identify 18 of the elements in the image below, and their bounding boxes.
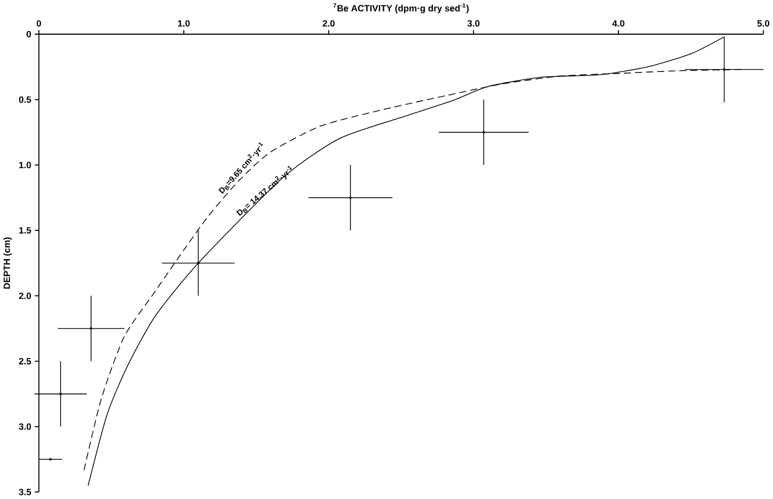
x-tick-label: 4.0: [612, 20, 624, 27]
x-tick-label: 3.0: [467, 20, 480, 27]
y-tick-label: 2.0: [19, 292, 31, 300]
y-tick-label: 0.5: [19, 96, 32, 104]
y-tick-label: 0: [26, 31, 31, 38]
x-tick-label: 5.0: [757, 20, 770, 27]
x-axis-title: $^{7}$Be ACTIVITY (dpm·g dry sed$^{-1}$): [333, 4, 469, 14]
y-tick-label: 1.5: [19, 227, 32, 234]
y-tick-label: 3.0: [18, 424, 31, 430]
point: [90, 327, 92, 330]
x-tick-label: 1.0: [178, 20, 190, 27]
y-tick-label: 1.0: [19, 162, 31, 168]
y-tick-label: 2.5: [19, 358, 32, 365]
x-tick-label: 2.0: [322, 20, 335, 27]
y-tick-label: 3.5: [18, 489, 32, 496]
x-tick-label: 0: [36, 20, 42, 27]
y-axis-title: DEPTH (cm): [3, 238, 12, 289]
point: [196, 262, 200, 265]
